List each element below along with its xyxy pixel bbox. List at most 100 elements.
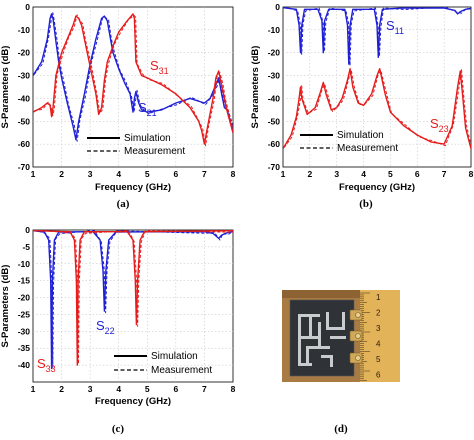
ruler-number: 1 [376,293,381,302]
panel-c: 1 2 3 4 5 6 7 8 0 -5 -10 -15 -20 -25 -30 -35 -40 Frequen… [0,225,236,435]
ruler-ticks [360,292,370,381]
tick-label-y: -40 [268,93,281,103]
tick-label-x: 1 [31,384,36,394]
ticks-c: 1 2 3 4 5 6 7 8 0 -5 -10 -15 -20 -25 -30 -35 -40 [18,225,236,394]
caption-a: (a) [117,198,130,210]
xlabel-c: Frequency (GHz) [95,396,171,407]
tick-label-x: 6 [173,384,178,394]
microstrip-pattern [298,312,346,367]
plot-area-a [32,6,234,168]
tick-label-y: -60 [18,139,31,149]
tick-label-x: 2 [59,169,64,179]
grid-b [283,7,471,167]
label-s11: S11 [386,18,404,36]
tick-label-x: 7 [202,384,207,394]
label-s33: S33 [37,356,56,374]
tick-label-y: -60 [268,139,281,149]
tick-label-y: -35 [18,343,31,353]
series-a [33,12,233,147]
tick-label-y: -70 [18,162,31,172]
label-s23: S23 [430,116,449,134]
tick-label-x: 5 [145,169,150,179]
legend-measurement-c: Measurement [151,365,212,376]
tick-label-x: 2 [59,384,64,394]
panel-a: 1 2 3 4 5 6 7 8 0 -10 -20 -30 -40 -50 -60 -70 Frequency… [0,2,236,210]
legend-a: Simulation Measurement [87,133,185,157]
tick-label-y: -70 [268,162,281,172]
tick-label-x: 4 [116,384,121,394]
tick-label-x: 8 [231,384,236,394]
tick-label-y: -10 [268,25,281,35]
xlabel-b: Frequency (GHz) [339,182,415,193]
label-s31: S31 [150,58,169,76]
tick-label-x: 6 [173,169,178,179]
legend-simulation-c: Simulation [151,351,198,362]
tick-label-x: 7 [202,169,207,179]
tick-label-x: 1 [281,169,286,179]
series-line-s11-simulation [283,7,471,65]
ruler-number: 3 [376,324,381,333]
ruler [360,290,400,382]
series-line-s21-simulation [33,13,233,141]
series-line-s22-measurement [34,230,233,368]
panel-b: 1 2 3 4 5 6 7 8 0 -10 -20 -30 -40 -50 -60 -70 Frequency… [250,2,474,210]
series-line-s11-measurement [284,7,471,67]
legend-c: Simulation Measurement [114,351,212,376]
ylabel-a: S-Parameters (dB) [0,46,11,129]
tick-label-y: -20 [268,48,281,58]
tick-label-x: 7 [442,169,447,179]
ruler-number: 5 [376,355,381,364]
series-b [283,7,471,150]
tick-label-x: 8 [469,169,474,179]
ruler-number: 2 [376,309,381,318]
tick-label-y: 0 [25,225,30,235]
series-c [33,230,233,370]
tick-label-y: -25 [18,309,31,319]
caption-b: (b) [359,198,373,210]
series-line-s31-simulation [33,13,233,145]
tick-label-y: -20 [18,48,31,58]
tick-label-y: -10 [18,259,31,269]
tick-label-x: 4 [361,169,366,179]
photo-shadow [282,290,400,298]
tick-label-x: 3 [88,169,93,179]
tick-label-x: 8 [231,169,236,179]
tick-label-x: 5 [388,169,393,179]
series-line-s23-simulation [283,68,471,150]
label-s21: S21 [138,100,157,118]
ticks-b: 1 2 3 4 5 6 7 8 0 -10 -20 -30 -40 -50 -60 -70 [268,2,474,179]
tick-label-x: 1 [31,169,36,179]
tick-label-y: -50 [18,116,31,126]
legend-simulation-a: Simulation [124,133,171,144]
ruler-number: 4 [376,340,381,349]
tick-label-x: 2 [307,169,312,179]
tick-label-x: 4 [116,169,121,179]
tick-label-y: -30 [18,326,31,336]
series-line-s21-measurement [33,12,233,142]
tick-label-y: -30 [268,71,281,81]
label-s22: S22 [96,318,115,336]
caption-c: (c) [112,423,125,435]
legend-measurement-a: Measurement [124,146,185,157]
tick-label-y: -30 [18,71,31,81]
ylabel-b: S-Parameters (dB) [250,46,261,129]
tick-label-x: 3 [88,384,93,394]
tick-label-y: -40 [18,93,31,103]
sma-connectors [349,309,363,364]
tick-label-y: -5 [22,242,30,252]
tick-label-y: -10 [18,25,31,35]
caption-d: (d) [334,423,348,435]
ruler-numbers: 1 2 3 4 5 6 [376,293,381,380]
legend-simulation-b: Simulation [337,130,384,141]
tick-label-y: -40 [18,360,31,370]
series-line-s22-simulation [33,230,233,370]
legend-measurement-b: Measurement [337,143,398,154]
panel-d-photo: 1 2 3 4 5 6 (d) [282,290,400,435]
tick-label-x: 5 [145,384,150,394]
tick-label-x: 3 [334,169,339,179]
series-line-s23-measurement [283,69,471,148]
tick-label-y: -50 [268,116,281,126]
tick-label-x: 6 [415,169,420,179]
plot-area-c [32,229,234,383]
